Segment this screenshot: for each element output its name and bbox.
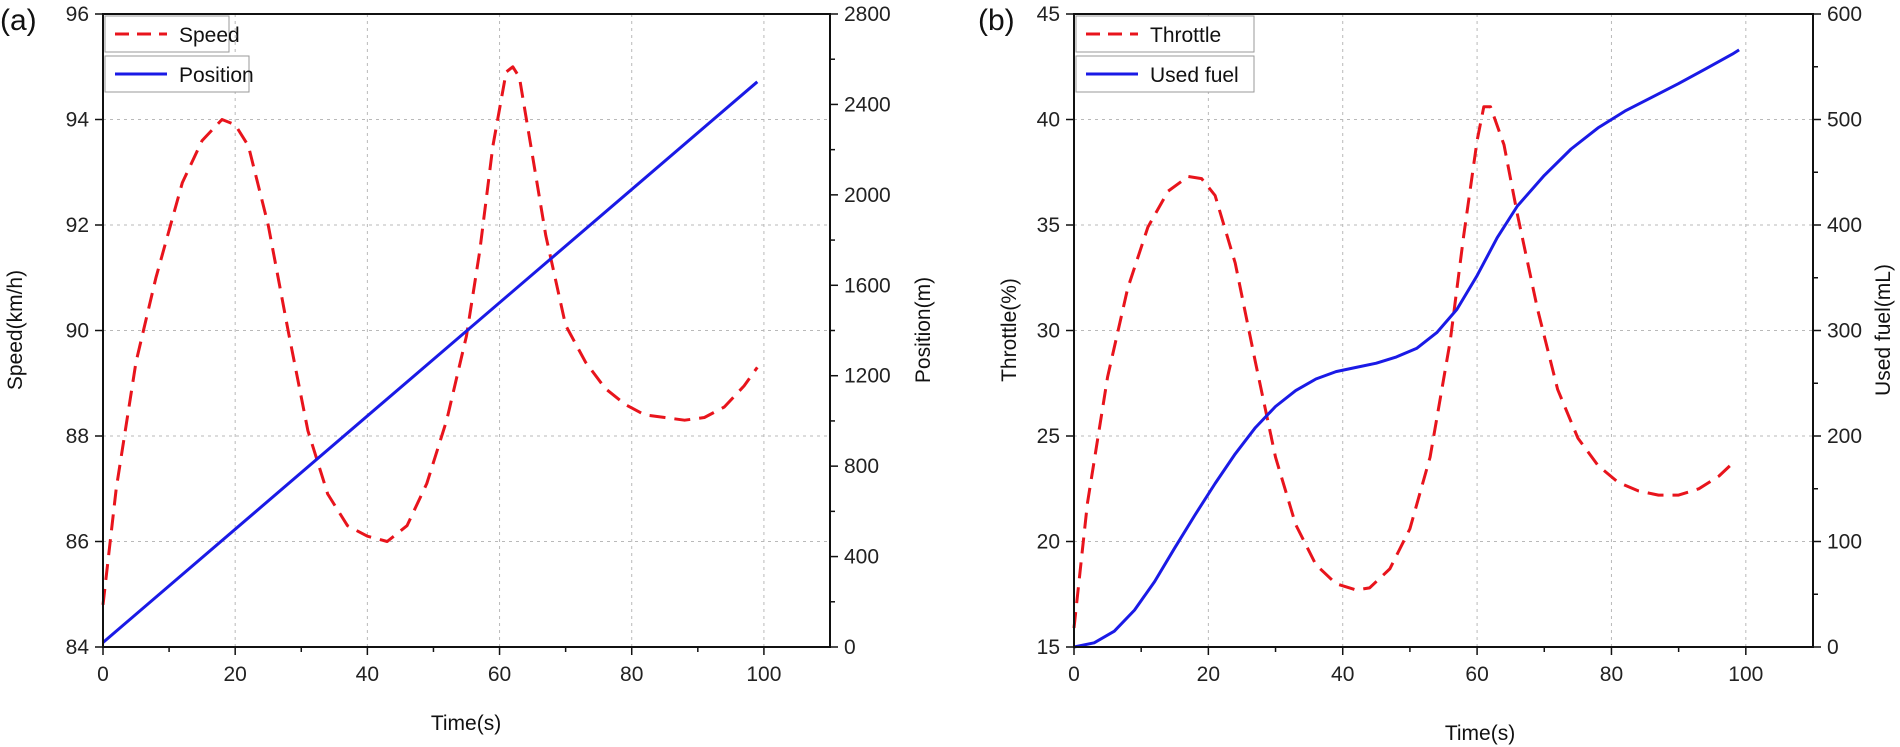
panel-a-yr-tick-label-6: 2400: [844, 93, 891, 116]
panel-b-yl-tick-label-4: 35: [1037, 214, 1060, 237]
panel-a-yr-tick-label-7: 2800: [844, 3, 891, 26]
panel-a-yr-tick-label-1: 400: [844, 546, 879, 569]
panel-b-yl-tick-label-1: 20: [1037, 531, 1060, 554]
panel-b-legend-label-1: Used fuel: [1150, 64, 1239, 87]
panel-a-x-tick-label-0: 0: [97, 663, 109, 686]
panel-a-legend-label-1: Position: [179, 64, 254, 87]
panel-a-x-tick-label-4: 80: [620, 663, 643, 686]
panel-a-x-tick-label-5: 100: [746, 663, 781, 686]
panel-b-x-tick-label-3: 60: [1465, 663, 1488, 686]
panel-b-yr-tick-label-0: 0: [1827, 636, 1839, 659]
panel-b-plot-frame: [1073, 13, 1814, 648]
panel-b-chart: 0 20 40 60 80 100 15 20 25 30 35 40 45 0 100 200 300 400 5…: [978, 3, 1895, 745]
panel-b-yl-tick-label-2: 25: [1037, 425, 1060, 448]
panel-b-legend: Throttle Used fuel: [1075, 15, 1255, 93]
panel-b-yl-tick-label-0: 15: [1037, 636, 1060, 659]
panel-b-legend-box-0: [1075, 15, 1255, 53]
panel-a-chart: 0 20 40 60 80 100 84 86 88 90 92 94 96 0 400 800 1200 160…: [0, 3, 935, 735]
panel-b-x-tick-label-2: 40: [1331, 663, 1354, 686]
panel-b-series-used-fuel-line: [1073, 48, 1740, 649]
panel-a-legend-box-0: [104, 15, 230, 53]
panel-b-xlabel: Time(s): [1445, 722, 1515, 745]
panel-a-yr-tick-label-2: 800: [844, 455, 879, 478]
panel-b-label: (b): [978, 4, 1015, 37]
panel-b-yr-tick-label-5: 500: [1827, 109, 1862, 132]
panel-a-yr-tick-label-5: 2000: [844, 184, 891, 207]
panel-b-ylabel-left: Throttle(%): [998, 278, 1021, 382]
panel-a-legend: Speed Position: [104, 15, 254, 93]
panel-a-ylabel-left: Speed(km/h): [4, 270, 27, 390]
panel-b-legend-label-0: Throttle: [1150, 24, 1221, 47]
panel-b-ylabel-right: Used fuel(mL): [1872, 264, 1895, 396]
panel-a-yl-tick-label-6: 96: [66, 3, 89, 26]
panel-b-yr-tick-label-2: 200: [1827, 425, 1862, 448]
panel-b-x-tick-label-4: 80: [1600, 663, 1623, 686]
panel-a-yr-tick-label-4: 1600: [844, 274, 891, 297]
panel-a-yr-tick-label-0: 0: [844, 636, 856, 659]
panel-a-xlabel: Time(s): [431, 712, 501, 735]
panel-b-yr-tick-label-4: 400: [1827, 214, 1862, 237]
panel-a-series-speed-line: [101, 65, 759, 605]
panel-a-yl-tick-label-1: 86: [66, 531, 89, 554]
panel-a-series-position-line: [102, 80, 759, 644]
panel-a-yl-tick-label-0: 84: [66, 636, 90, 659]
panel-a-ylabel-right: Position(m): [912, 277, 935, 383]
panel-a-yl-tick-label-5: 94: [66, 109, 90, 132]
panel-b-x-tick-label-5: 100: [1728, 663, 1763, 686]
panel-b-yr-tick-label-6: 600: [1827, 3, 1862, 26]
panel-b-yl-tick-label-5: 40: [1037, 109, 1060, 132]
panel-b-yl-tick-label-3: 30: [1037, 320, 1060, 343]
panel-a-x-tick-label-1: 20: [224, 663, 247, 686]
panel-a-x-tick-label-2: 40: [356, 663, 379, 686]
panel-a-yr-tick-label-3: 1200: [844, 365, 891, 388]
panel-b-x-tick-label-0: 0: [1068, 663, 1080, 686]
panel-b-yl-tick-label-6: 45: [1037, 3, 1060, 26]
panel-b-yr-tick-label-3: 300: [1827, 320, 1862, 343]
panel-a-yl-tick-label-4: 92: [66, 214, 89, 237]
panel-a-label: (a): [0, 4, 37, 37]
panel-a-yl-tick-label-2: 88: [66, 425, 89, 448]
panel-b-yr-tick-label-1: 100: [1827, 531, 1862, 554]
panel-b-series-throttle-line: [1072, 105, 1734, 629]
panel-a-legend-label-0: Speed: [179, 24, 240, 47]
panel-a-x-tick-label-3: 60: [488, 663, 511, 686]
panel-b-x-tick-label-1: 20: [1197, 663, 1220, 686]
panel-a-yl-tick-label-3: 90: [66, 320, 89, 343]
